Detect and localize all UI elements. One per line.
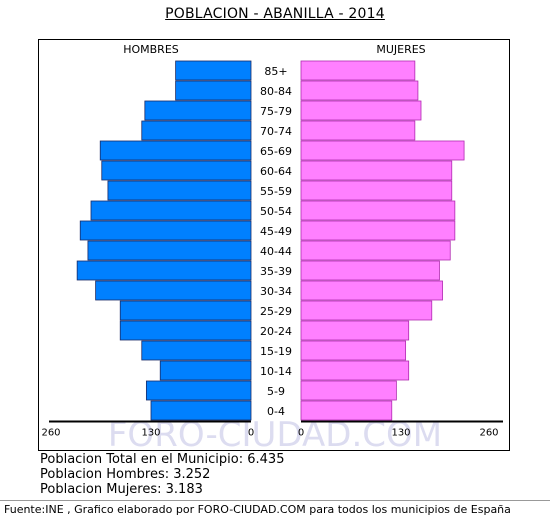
women-bar-20-24 [300, 320, 410, 341]
age-label: 20-24 [260, 325, 292, 338]
men-bar-60-64 [101, 160, 252, 181]
women-bar-50-54 [300, 200, 456, 221]
women-tick-label: 260 [479, 428, 498, 439]
men-bar-0-4 [150, 400, 252, 421]
age-label: 75-79 [260, 105, 292, 118]
age-label: 10-14 [260, 365, 292, 378]
women-bar-85+ [300, 60, 416, 81]
men-bar-45-49 [79, 220, 252, 241]
age-label: 25-29 [260, 305, 292, 318]
women-bar-10-14 [300, 360, 410, 381]
age-label: 40-44 [260, 245, 292, 258]
population-pyramid: FORO-CIUDAD.COM HOMBRES MUJERES 85+80-84… [41, 43, 503, 452]
women-bar-0-4 [300, 400, 393, 421]
men-bar-85+ [175, 60, 252, 81]
age-label: 30-34 [260, 285, 292, 298]
age-label: 55-59 [260, 185, 292, 198]
men-bar-20-24 [119, 320, 252, 341]
men-bar-35-39 [76, 260, 252, 281]
men-population: Poblacion Hombres: 3.252 [40, 467, 211, 482]
men-bar-80-84 [175, 80, 252, 101]
footer-divider [0, 500, 550, 501]
age-label: 50-54 [260, 205, 292, 218]
women-bar-35-39 [300, 260, 440, 281]
age-label: 0-4 [267, 405, 285, 418]
age-label: 15-19 [260, 345, 292, 358]
age-label: 45-49 [260, 225, 292, 238]
women-header: MUJERES [376, 43, 425, 56]
men-bar-70-74 [141, 120, 252, 141]
women-bar-45-49 [300, 220, 456, 241]
men-tick-label: 260 [41, 428, 60, 439]
women-bar-5-9 [300, 380, 397, 401]
men-bar-75-79 [144, 100, 252, 121]
women-population: Poblacion Mujeres: 3.183 [40, 482, 203, 497]
men-bar-10-14 [159, 360, 252, 381]
chart-title: POBLACION - ABANILLA - 2014 [165, 6, 385, 22]
women-tick-label: 130 [391, 428, 410, 439]
women-bar-70-74 [300, 120, 416, 141]
age-labels: 85+ 80-84 75-79 70-74 65-69 60-64 55-59 50-54 45… [260, 65, 292, 418]
age-label: 5-9 [267, 385, 285, 398]
women-bar-40-44 [300, 240, 451, 261]
age-label: 35-39 [260, 265, 292, 278]
men-header: HOMBRES [123, 43, 179, 56]
total-population: Poblacion Total en el Municipio: 6.435 [40, 452, 285, 467]
men-tick-label: 0 [248, 428, 254, 439]
age-label: 70-74 [260, 125, 292, 138]
men-bar-50-54 [90, 200, 252, 221]
men-bars [76, 60, 252, 421]
women-bar-30-34 [300, 280, 443, 301]
age-label: 60-64 [260, 165, 292, 178]
women-bar-65-69 [300, 140, 465, 161]
women-bar-60-64 [300, 160, 453, 181]
men-bar-55-59 [107, 180, 252, 201]
women-bar-80-84 [300, 80, 419, 101]
women-bar-15-19 [300, 340, 407, 361]
women-bar-55-59 [300, 180, 453, 201]
men-bar-25-29 [119, 300, 252, 321]
age-label: 80-84 [260, 85, 292, 98]
men-bar-65-69 [99, 140, 252, 161]
x-axis: 260 130 0 0 130 260 [41, 420, 503, 439]
men-bar-40-44 [87, 240, 252, 261]
men-bar-5-9 [145, 380, 252, 401]
age-label: 65-69 [260, 145, 292, 158]
women-tick-label: 0 [298, 428, 304, 439]
men-bar-30-34 [95, 280, 252, 301]
men-tick-label: 130 [141, 428, 160, 439]
women-bar-75-79 [300, 100, 422, 121]
source-note: Fuente:INE , Grafico elaborado por FORO-… [4, 503, 511, 516]
chart-frame: FORO-CIUDAD.COM HOMBRES MUJERES 85+ 80-84… [38, 39, 510, 452]
age-label: 85+ [264, 65, 287, 78]
women-bar-25-29 [300, 300, 433, 321]
men-bar-15-19 [141, 340, 252, 361]
women-bars [300, 60, 465, 421]
